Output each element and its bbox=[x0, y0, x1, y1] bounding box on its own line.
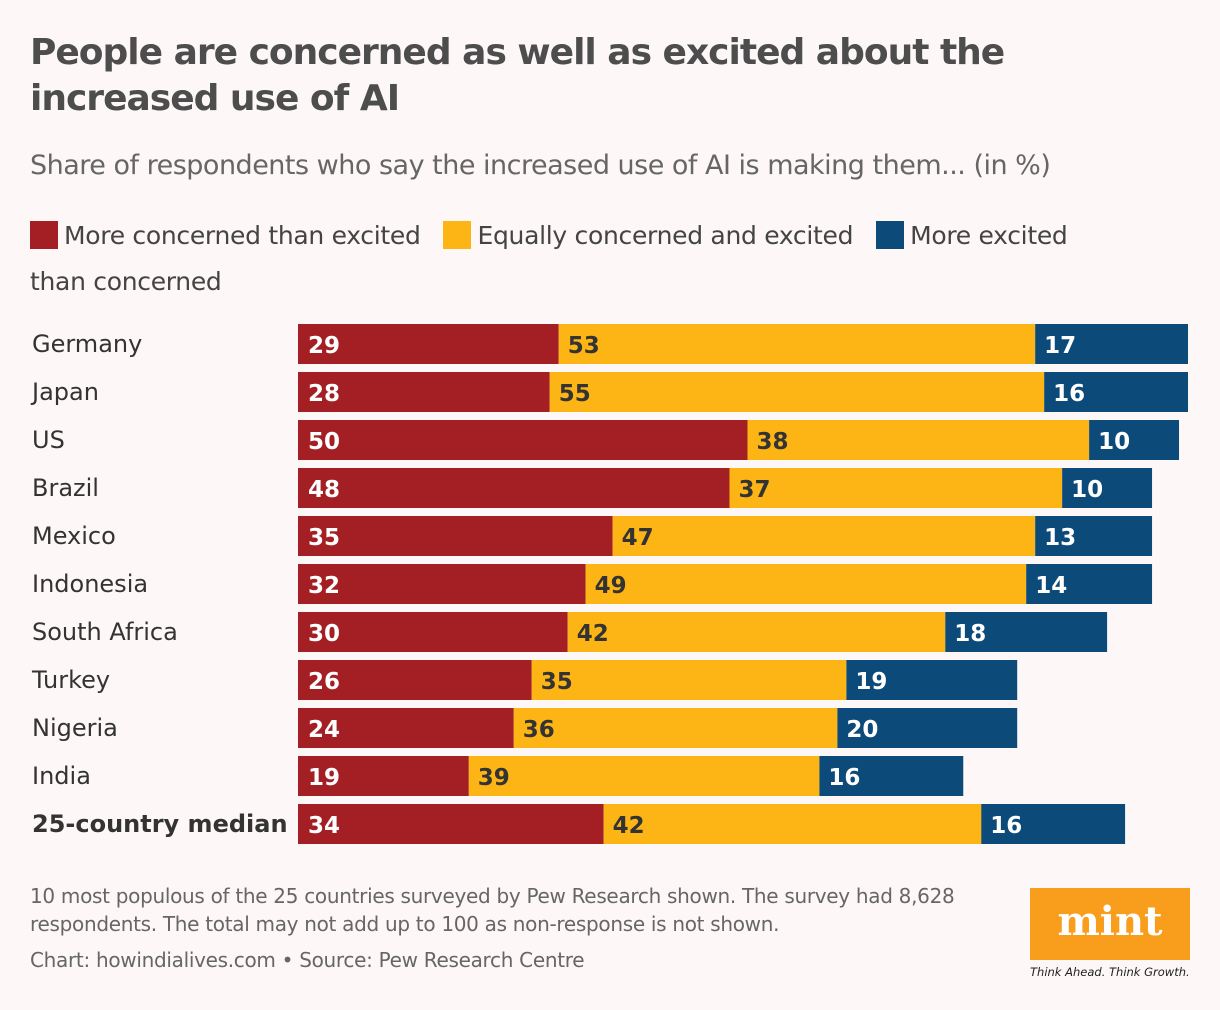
data-label: 47 bbox=[622, 525, 654, 551]
bar-chart: Germany 29 53 17 Japan 28 55 16 US 50 38 10 Brazil 48… bbox=[30, 324, 1189, 844]
category-label: US bbox=[32, 426, 65, 454]
bar-segment bbox=[837, 708, 1018, 748]
data-label: 34 bbox=[308, 813, 340, 839]
bar-segment bbox=[298, 756, 469, 796]
bar-segment bbox=[1035, 324, 1189, 364]
legend: More concerned than excited Equally conc… bbox=[30, 213, 1130, 305]
data-label: 10 bbox=[1098, 429, 1130, 455]
category-label: South Africa bbox=[32, 618, 178, 646]
data-label: 16 bbox=[828, 765, 860, 791]
bar-segment bbox=[729, 468, 1063, 508]
bar-segment bbox=[298, 612, 568, 652]
legend-label: More concerned than excited bbox=[64, 221, 421, 250]
data-label: 55 bbox=[559, 381, 591, 407]
data-label: 50 bbox=[308, 429, 340, 455]
legend-swatch bbox=[443, 221, 472, 249]
bar-segment bbox=[1035, 516, 1153, 556]
bar-segment bbox=[298, 660, 532, 700]
data-label: 30 bbox=[308, 621, 340, 647]
chart-subtitle: Share of respondents who say the increas… bbox=[30, 150, 1051, 181]
bar-segment bbox=[558, 324, 1036, 364]
bar-segment bbox=[846, 660, 1018, 700]
category-label: India bbox=[32, 762, 91, 790]
bar-segment bbox=[298, 372, 550, 412]
bar-segment bbox=[981, 804, 1126, 844]
data-label: 29 bbox=[308, 333, 340, 359]
data-label: 16 bbox=[1053, 381, 1085, 407]
legend-swatch bbox=[30, 221, 58, 249]
logo-tagline: Think Ahead. Think Growth. bbox=[1030, 965, 1190, 979]
data-label: 35 bbox=[308, 525, 340, 551]
bar-segment bbox=[298, 324, 559, 364]
category-label: Germany bbox=[32, 330, 142, 358]
legend-swatch bbox=[876, 221, 905, 249]
data-label: 42 bbox=[577, 621, 609, 647]
data-label: 36 bbox=[523, 717, 555, 743]
bar-segment bbox=[1062, 468, 1153, 508]
data-label: 26 bbox=[308, 669, 340, 695]
bar-segment bbox=[531, 660, 847, 700]
data-label: 16 bbox=[990, 813, 1022, 839]
category-label: Mexico bbox=[32, 522, 116, 550]
data-label: 38 bbox=[757, 429, 789, 455]
category-label: Nigeria bbox=[32, 714, 118, 742]
data-label: 10 bbox=[1071, 477, 1103, 503]
data-label: 19 bbox=[855, 669, 887, 695]
data-label: 37 bbox=[739, 477, 771, 503]
data-label: 17 bbox=[1044, 333, 1076, 359]
source-line: Chart: howindialives.com • Source: Pew R… bbox=[30, 948, 585, 972]
chart-title: People are concerned as well as excited … bbox=[30, 32, 1005, 119]
category-label: Indonesia bbox=[32, 570, 148, 598]
data-label: 19 bbox=[308, 765, 340, 791]
category-label: Brazil bbox=[32, 474, 99, 502]
data-label: 35 bbox=[541, 669, 573, 695]
bar-segment bbox=[298, 708, 514, 748]
data-label: 39 bbox=[478, 765, 510, 791]
data-label: 28 bbox=[308, 381, 340, 407]
bar-segment bbox=[298, 804, 604, 844]
bar-segment bbox=[298, 516, 613, 556]
bar-segment bbox=[567, 612, 946, 652]
bar-segment bbox=[585, 564, 1027, 604]
bar-segment bbox=[603, 804, 982, 844]
data-label: 24 bbox=[308, 717, 340, 743]
category-label: Turkey bbox=[31, 666, 110, 694]
legend-label: Equally concerned and excited bbox=[477, 221, 854, 250]
data-label: 42 bbox=[613, 813, 645, 839]
data-label: 53 bbox=[568, 333, 600, 359]
bar-segment bbox=[1089, 420, 1180, 460]
mint-logo: mint bbox=[1030, 888, 1190, 960]
bar-segment bbox=[1026, 564, 1153, 604]
bar-segment bbox=[612, 516, 1036, 556]
bar-segment bbox=[298, 564, 586, 604]
data-label: 49 bbox=[595, 573, 627, 599]
bar-segment bbox=[298, 468, 730, 508]
data-label: 14 bbox=[1035, 573, 1067, 599]
bar-segment bbox=[1044, 372, 1189, 412]
data-label: 48 bbox=[308, 477, 340, 503]
category-label: Japan bbox=[30, 378, 99, 406]
data-label: 13 bbox=[1044, 525, 1076, 551]
bar-segment bbox=[468, 756, 820, 796]
data-label: 18 bbox=[954, 621, 986, 647]
bar-segment bbox=[298, 420, 748, 460]
category-label: 25-country median bbox=[32, 810, 288, 838]
legend-item-concerned: More concerned than excited bbox=[30, 221, 421, 250]
data-label: 32 bbox=[308, 573, 340, 599]
bar-segment bbox=[513, 708, 838, 748]
bar-segment bbox=[549, 372, 1045, 412]
bar-segment bbox=[747, 420, 1090, 460]
legend-item-excited: More excited than concerned bbox=[30, 221, 1068, 296]
bar-segment bbox=[819, 756, 964, 796]
legend-label: More excited than concerned bbox=[30, 221, 1068, 296]
legend-item-equal: Equally concerned and excited bbox=[443, 221, 853, 250]
data-label: 20 bbox=[846, 717, 878, 743]
bar-segment bbox=[945, 612, 1108, 652]
footnote: 10 most populous of the 25 countries sur… bbox=[30, 884, 955, 936]
